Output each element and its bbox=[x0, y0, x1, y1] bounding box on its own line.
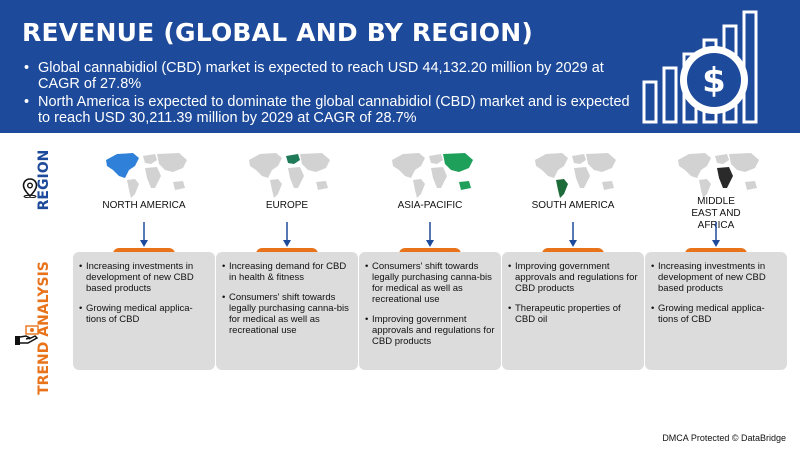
trend-item: Increasing investments in development of… bbox=[651, 261, 781, 294]
trend-item: Improving government approvals and regul… bbox=[365, 314, 495, 347]
trend-item: Therapeutic properties of CBD oil bbox=[508, 303, 638, 325]
trend-item: Improving government approvals and regul… bbox=[508, 261, 638, 294]
world-map-north-america-icon bbox=[106, 153, 187, 198]
trend-item: Increasing demand for CBD in health & fi… bbox=[222, 261, 352, 283]
orange-tab bbox=[542, 248, 604, 254]
arrow-down-icon bbox=[140, 222, 148, 247]
region-column-north-america: NORTH AMERICA Increasing investments in … bbox=[73, 140, 215, 380]
hand-money-icon bbox=[15, 325, 39, 345]
trend-item: Consumers' shift towards legally purchas… bbox=[365, 261, 495, 305]
region-name: EUROPE bbox=[265, 200, 309, 211]
header-banner: REVENUE (GLOBAL AND BY REGION) Global ca… bbox=[0, 0, 800, 133]
page-title: REVENUE (GLOBAL AND BY REGION) bbox=[22, 18, 534, 47]
summary-list: Global cannabidiol (CBD) market is expec… bbox=[24, 60, 634, 128]
region-name: SOUTH AMERICA bbox=[531, 200, 615, 211]
region-column-europe: EUROPE Increasing demand for CBD in heal… bbox=[216, 140, 358, 380]
region-column-south-america: SOUTH AMERICA Improving government appro… bbox=[502, 140, 644, 380]
world-map-middle-east-africa-icon bbox=[678, 153, 759, 198]
trend-item: Growing medical applica-tions of CBD bbox=[651, 303, 781, 325]
trend-item: Growing medical applica-tions of CBD bbox=[79, 303, 209, 325]
svg-text:$: $ bbox=[702, 61, 726, 101]
trend-box: Consumers' shift towards legally purchas… bbox=[359, 252, 501, 370]
world-map-europe-icon bbox=[249, 153, 330, 198]
trend-item: Consumers' shift towards legally purchas… bbox=[222, 292, 352, 336]
orange-tab bbox=[399, 248, 461, 254]
region-column-asia-pacific: ASIA-PACIFIC Consumers' shift towards le… bbox=[359, 140, 501, 380]
region-name: NORTH AMERICA bbox=[102, 200, 186, 211]
trend-item: Increasing investments in development of… bbox=[79, 261, 209, 294]
dollar-growth-bars-icon: $ bbox=[642, 10, 758, 124]
trend-box: Increasing demand for CBD in health & fi… bbox=[216, 252, 358, 370]
location-pin-icon bbox=[22, 178, 38, 198]
arrow-down-icon bbox=[712, 222, 720, 247]
world-map-asia-pacific-icon bbox=[392, 153, 473, 198]
trend-box: Improving government approvals and regul… bbox=[502, 252, 644, 370]
arrow-down-icon bbox=[569, 222, 577, 247]
orange-tab bbox=[256, 248, 318, 254]
world-map-south-america-icon bbox=[535, 153, 616, 198]
trend-axis-label: TREND ANALYSIS bbox=[36, 261, 52, 395]
region-axis-label: REGION bbox=[36, 149, 52, 211]
region-name: ASIA-PACIFIC bbox=[397, 200, 463, 211]
footer-copyright: DMCA Protected © DataBridge bbox=[662, 433, 786, 443]
summary-bullet: Global cannabidiol (CBD) market is expec… bbox=[24, 60, 634, 92]
arrow-down-icon bbox=[283, 222, 291, 247]
region-column-middle-east-africa: MIDDLE EAST AND AFRICA Increasing invest… bbox=[645, 140, 787, 380]
trend-box: Increasing investments in development of… bbox=[645, 252, 787, 370]
orange-tab bbox=[685, 248, 747, 254]
summary-bullet: North America is expected to dominate th… bbox=[24, 94, 634, 126]
orange-tab bbox=[113, 248, 175, 254]
trend-box: Increasing investments in development of… bbox=[73, 252, 215, 370]
arrow-down-icon bbox=[426, 222, 434, 247]
